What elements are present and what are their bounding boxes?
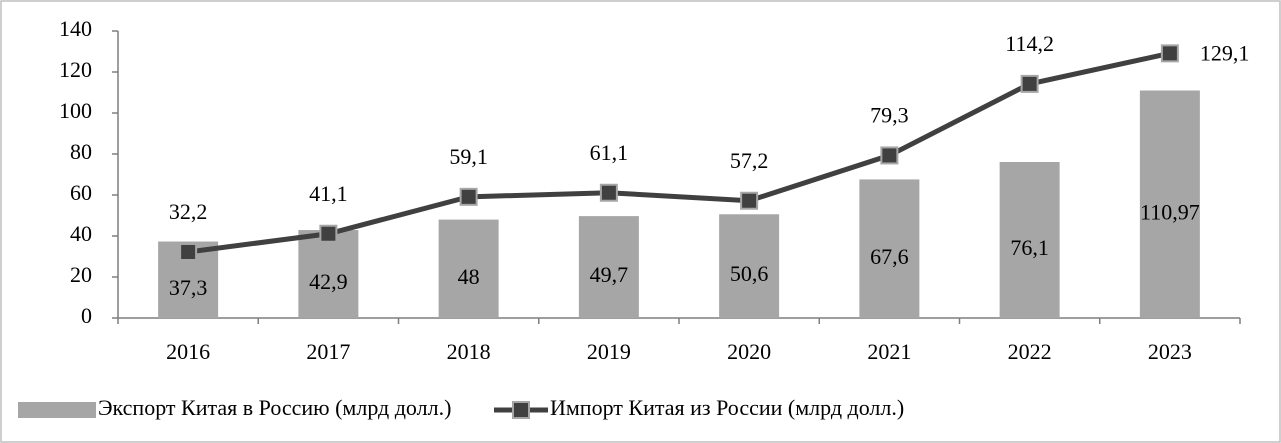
line-marker	[179, 242, 198, 261]
legend-marker	[512, 401, 530, 419]
x-tick-label: 2019	[587, 339, 631, 364]
y-tick-label: 120	[59, 57, 92, 82]
x-tick-label: 2023	[1148, 339, 1192, 364]
bar-value-label: 67,6	[870, 244, 909, 269]
line-value-label: 61,1	[590, 140, 629, 165]
legend-label: Импорт Китая из России (млрд долл.)	[550, 395, 904, 420]
bar	[438, 219, 499, 318]
line-value-label: 79,3	[870, 102, 909, 127]
y-tick-label: 140	[59, 16, 92, 41]
bar	[1139, 90, 1200, 318]
legend-label: Экспорт Китая в Россию (млрд долл.)	[98, 395, 451, 420]
bar-value-label: 76,1	[1010, 235, 1049, 260]
bar-value-label: 48	[458, 264, 480, 289]
line-marker	[1160, 44, 1179, 63]
x-tick-label: 2018	[447, 339, 491, 364]
y-tick-label: 60	[70, 180, 92, 205]
legend-swatch	[18, 402, 96, 418]
line-value-label: 59,1	[449, 144, 488, 169]
line-value-label: 57,2	[730, 148, 769, 173]
bar-value-label: 50,6	[730, 261, 769, 286]
bar	[298, 230, 359, 318]
line-marker	[740, 191, 759, 210]
line-value-label: 32,2	[169, 199, 208, 224]
line-value-label: 41,1	[309, 181, 348, 206]
bar-value-label: 110,97	[1140, 199, 1200, 224]
x-tick-label: 2017	[306, 339, 350, 364]
line-marker	[319, 224, 338, 243]
line-marker	[880, 146, 899, 165]
x-tick-label: 2021	[867, 339, 911, 364]
bar-value-label: 49,7	[590, 262, 629, 287]
x-tick-label: 2020	[727, 339, 771, 364]
x-tick-label: 2016	[166, 339, 210, 364]
y-tick-label: 100	[59, 98, 92, 123]
bar-value-label: 42,9	[309, 269, 348, 294]
line-marker	[1020, 74, 1039, 93]
y-tick-label: 0	[81, 303, 92, 328]
x-tick-label: 2022	[1008, 339, 1052, 364]
bar	[719, 214, 780, 318]
bar	[999, 161, 1060, 318]
line-value-label: 114,2	[1005, 31, 1054, 56]
y-tick-label: 80	[70, 139, 92, 164]
line	[187, 50, 1171, 255]
line-marker	[459, 187, 478, 206]
line-value-label: 129,1	[1200, 40, 1250, 65]
bar	[578, 216, 639, 318]
y-tick-label: 40	[70, 221, 92, 246]
y-tick-label: 20	[70, 262, 92, 287]
line-marker	[599, 183, 618, 202]
bar-value-label: 37,3	[169, 275, 208, 300]
bar	[859, 179, 920, 318]
